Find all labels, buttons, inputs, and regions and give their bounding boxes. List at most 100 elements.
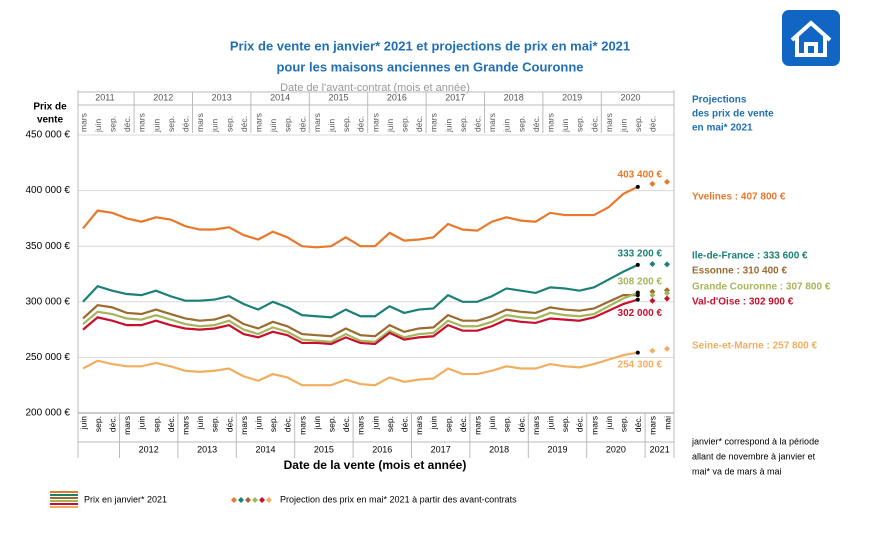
legend-dot [238,497,244,503]
x-tick-label: sep. [210,416,220,432]
x-tick-label: juin [545,416,555,431]
projection-point [664,345,670,352]
projection-label: Val-d'Oise : 302 900 € [692,297,794,308]
top-tick-label: juin [93,118,103,133]
x-tick-label: juin [370,416,380,431]
x-tick-label: déc. [575,416,585,432]
x-tick-label: déc. [224,416,234,432]
y-tick-label: 400 000 € [26,185,71,196]
x-year-label: 2012 [139,444,159,454]
footnote: janvier* correspond à la période [691,436,819,446]
top-tick-label: sep. [107,116,117,132]
x-tick-label: sep. [443,416,453,432]
y-axis-title: Prix de [33,102,67,113]
top-axis-title: Date de l'avant-contrat (mois et année) [280,82,470,94]
top-tick-label: juin [151,118,161,133]
x-year-label: 2020 [606,444,626,454]
top-tick-label: sep. [283,116,293,132]
x-tick-label: déc. [633,416,643,432]
x-tick-label: déc. [283,416,293,432]
x-tick-label: mai [662,416,672,430]
series-line [82,263,639,319]
top-tick-label: juin [326,118,336,133]
chart-title: pour les maisons anciennes en Grande Cou… [276,59,583,74]
home-icon [782,10,840,66]
x-year-label: 2017 [431,444,451,454]
x-tick-label: juin [253,416,263,431]
legend-label: Projection des prix en mai* 2021 à parti… [280,494,517,504]
top-tick-label: déc. [180,116,190,132]
legend-label: Prix en janvier* 2021 [84,494,167,504]
x-tick-label: sep. [326,416,336,432]
top-tick-label: juin [618,118,628,133]
top-tick-label: mars [429,113,439,132]
footnote: allant de novembre à janvier et [692,451,816,461]
top-tick-label: sep. [224,116,234,132]
projection-header: en mai* 2021 [692,123,753,134]
top-year-label: 2012 [153,92,173,102]
top-tick-label: déc. [414,116,424,132]
top-tick-label: juin [443,118,453,133]
x-tick-label: sep. [618,416,628,432]
projection-point [649,288,656,295]
projection-point [649,292,656,299]
top-tick-label: déc. [239,116,249,132]
top-tick-label: déc. [531,116,541,132]
projection-point [664,290,670,297]
legend-dot [266,497,272,503]
top-tick-label: sep. [458,116,468,132]
january-point [635,290,640,295]
projection-header: Projections [692,95,747,106]
x-year-label: 2013 [197,444,217,454]
x-axis-title: Date de la vente (mois et année) [284,458,467,472]
top-year-label: 2018 [504,92,524,102]
projection-point [649,347,656,354]
x-tick-label: déc. [399,416,409,432]
x-tick-label: juin [487,416,497,431]
x-tick-label: juin [312,416,322,431]
top-tick-label: sep. [341,116,351,132]
top-tick-label: mars [137,113,147,132]
x-tick-label: mars [472,416,482,435]
top-tick-label: juin [385,118,395,133]
top-tick-label: sep. [575,116,585,132]
top-tick-label: juin [210,118,220,133]
end-value-label: 308 200 € [618,276,663,287]
top-tick-label: déc. [297,116,307,132]
x-tick-label: juin [137,416,147,431]
x-tick-label: sep. [151,416,161,432]
x-tick-label: mars [239,416,249,435]
x-tick-label: mars [531,416,541,435]
x-tick-label: mars [180,416,190,435]
top-tick-label: déc. [356,116,366,132]
x-tick-label: sep. [502,416,512,432]
top-year-label: 2017 [445,92,465,102]
top-tick-label: mars [195,113,205,132]
y-tick-label: 350 000 € [26,241,71,252]
legend-dot [245,497,251,503]
x-tick-label: juin [78,416,88,431]
top-tick-label: sep. [516,116,526,132]
y-tick-label: 450 000 € [26,130,71,141]
end-value-label: 403 400 € [618,169,663,180]
x-tick-label: déc. [516,416,526,432]
projection-label: Ile-de-France : 333 600 € [692,251,808,262]
top-year-label: 2011 [95,92,114,102]
legend-dot [259,497,265,503]
x-year-label: 2019 [547,444,567,454]
top-year-label: 2015 [328,92,348,102]
x-tick-label: mars [414,416,424,435]
x-tick-label: déc. [166,416,176,432]
x-tick-label: sep. [385,416,395,432]
x-tick-label: déc. [458,416,468,432]
projection-point [664,178,670,185]
series-line [82,294,638,338]
january-point [635,262,640,267]
legend-dot [252,497,258,503]
top-tick-label: juin [502,118,512,133]
end-value-label: 254 300 € [618,359,663,370]
y-axis-title: vente [37,115,64,126]
x-year-label: 2014 [255,444,275,454]
projection-label: Yvelines : 407 800 € [692,192,786,203]
